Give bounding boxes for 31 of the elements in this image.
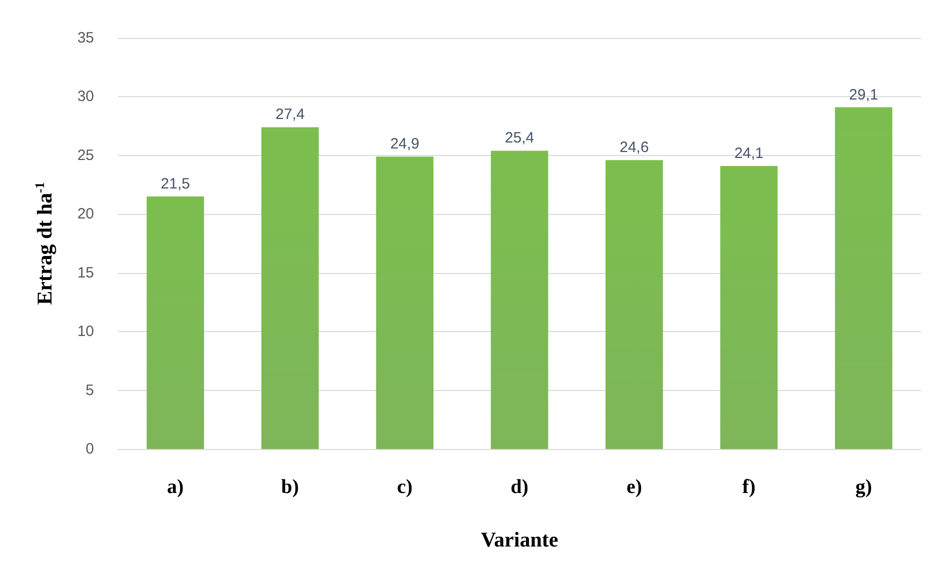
y-axis-title: Ertrag dt ha-1 — [32, 182, 56, 305]
bar — [720, 166, 778, 449]
y-tick-label: 30 — [77, 88, 94, 106]
x-tick-label: g) — [855, 476, 872, 498]
bar — [490, 150, 548, 449]
bar — [261, 127, 319, 449]
data-label: 27,4 — [275, 106, 305, 124]
x-tick-label: f) — [742, 476, 756, 498]
y-tick-label: 10 — [77, 323, 94, 340]
y-tick-label: 0 — [86, 440, 94, 458]
data-label: 24,6 — [620, 139, 649, 156]
x-tick-label: a) — [167, 476, 184, 498]
bar — [146, 196, 204, 449]
y-tick-label: 20 — [77, 206, 94, 223]
x-tick-label: b) — [281, 476, 299, 498]
data-label: 24,9 — [390, 136, 420, 153]
data-label: 21,5 — [160, 176, 190, 193]
x-tick-label: e) — [626, 476, 642, 498]
bar — [606, 160, 663, 449]
data-label: 25,4 — [504, 130, 534, 147]
bar — [834, 107, 892, 449]
y-tick-label: 25 — [77, 146, 94, 164]
x-tick-label: d) — [510, 476, 528, 498]
y-tick-label: 35 — [77, 30, 94, 46]
y-tick-label: 5 — [86, 382, 94, 399]
bar — [376, 156, 434, 449]
data-label: 29,1 — [849, 86, 878, 104]
y-tick-label: 15 — [77, 264, 94, 282]
data-label: 24,1 — [734, 144, 764, 162]
x-tick-label: c) — [397, 476, 413, 498]
x-axis-title: Variante — [480, 528, 558, 552]
